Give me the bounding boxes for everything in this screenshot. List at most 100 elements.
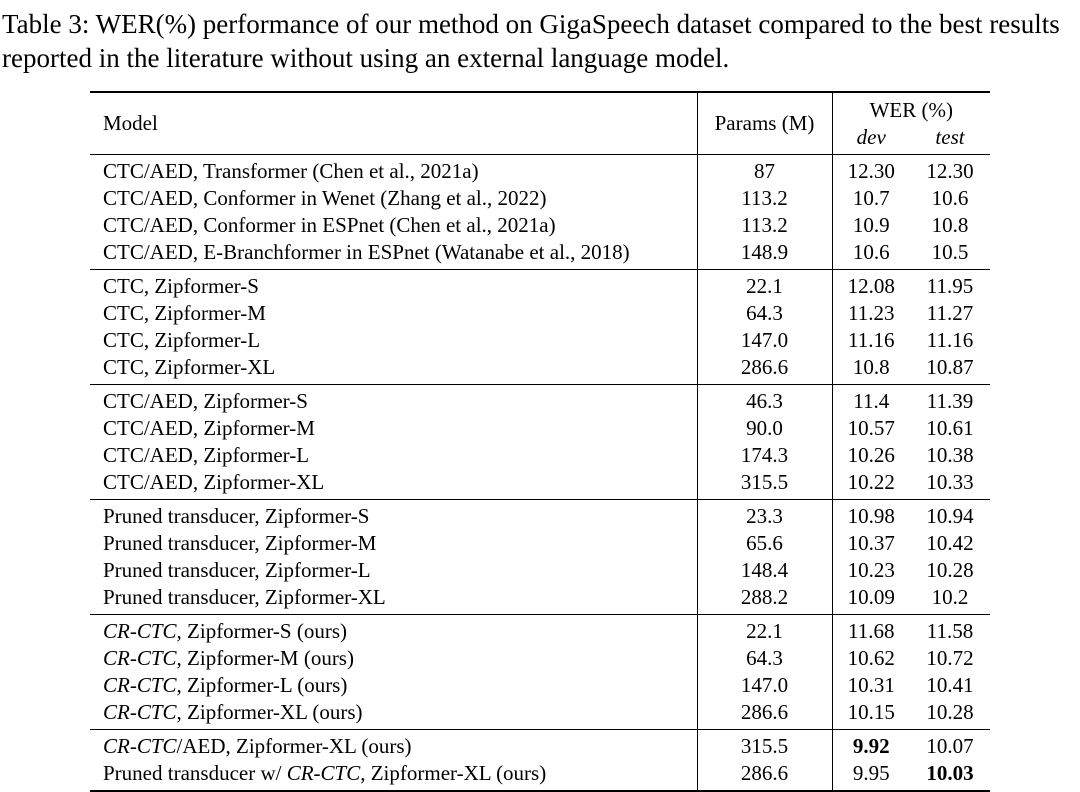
- params-value-cell: 90.0: [696, 414, 832, 442]
- test-value-cell: 10.41: [926, 672, 974, 697]
- table-row: CTC/AED, Transformer (Chen et al., 2021a…: [90, 154, 990, 185]
- test-value-cell: 10.72: [926, 645, 974, 670]
- dev-value-cell: 10.31: [831, 671, 910, 699]
- table-group: CTC/AED, Zipformer-S 46.3 11.4 11.39 CTC/AED…: [90, 384, 991, 499]
- test-value-cell: 10.42: [926, 530, 974, 555]
- params-value-cell: 23.3: [696, 499, 832, 530]
- test-value-cell: 10.87: [926, 354, 974, 379]
- dev-value-cell: 9.92: [831, 729, 910, 760]
- table-row: Pruned transducer w/ CR-CTC, Zipformer-X…: [90, 759, 990, 791]
- params-value-cell: 87: [696, 154, 832, 185]
- dev-value-cell: 10.9: [831, 211, 910, 239]
- dev-value-cell: 10.22: [831, 468, 910, 499]
- table-row: CR-CTC/AED, Zipformer-XL (ours) 315.5 9.92…: [90, 729, 990, 760]
- params-value-cell: 315.5: [696, 468, 832, 499]
- test-value-cell: 10.8: [931, 212, 969, 237]
- table-row: CTC/AED, Zipformer-S 46.3 11.4 11.39: [90, 384, 990, 415]
- model-name-cell: CTC, Zipformer-M: [103, 300, 266, 325]
- params-value-cell: 315.5: [696, 729, 832, 760]
- model-name-cell: Pruned transducer, Zipformer-S: [103, 503, 370, 528]
- test-value-cell: 10.61: [926, 415, 974, 440]
- params-value-cell: 148.9: [696, 238, 832, 269]
- model-name-cell: CTC, Zipformer-XL: [103, 354, 276, 379]
- dev-value-cell: 10.37: [831, 529, 910, 557]
- table-group: CTC/AED, Transformer (Chen et al., 2021a…: [90, 154, 991, 269]
- table-row: CTC/AED, Conformer in ESPnet (Chen et al…: [90, 211, 990, 239]
- model-name-cell: CR-CTC, Zipformer-S (ours): [103, 618, 347, 643]
- test-value-cell: 10.2: [931, 584, 969, 609]
- params-value-cell: 22.1: [696, 614, 832, 645]
- model-name-cell: CTC/AED, Conformer in ESPnet (Chen et al…: [103, 212, 556, 237]
- test-value-cell: 10.33: [926, 469, 974, 494]
- model-name-cell: CR-CTC, Zipformer-M (ours): [103, 645, 354, 670]
- dev-value-cell: 10.15: [831, 698, 910, 729]
- dev-value-cell: 10.62: [831, 644, 910, 672]
- header-test: test: [935, 125, 965, 149]
- params-value-cell: 286.6: [696, 759, 832, 791]
- header-model: Model: [103, 110, 158, 135]
- model-name-cell: CTC/AED, Transformer (Chen et al., 2021a…: [103, 158, 479, 183]
- params-value-cell: 286.6: [696, 698, 832, 729]
- table-row: CR-CTC, Zipformer-XL (ours) 286.6 10.15 10.…: [90, 698, 990, 729]
- dev-value-cell: 10.57: [831, 414, 910, 442]
- model-name-cell: CTC/AED, Zipformer-S: [103, 388, 308, 413]
- test-value-cell: 11.58: [926, 618, 974, 643]
- test-value-cell: 10.5: [931, 239, 969, 264]
- table-header: Model Params (M) WER (%) dev test: [90, 92, 991, 154]
- results-table: Model Params (M) WER (%) dev test CTC/AE…: [90, 91, 991, 792]
- dev-value-cell: 9.95: [831, 759, 910, 791]
- params-value-cell: 46.3: [696, 384, 832, 415]
- params-value-cell: 288.2: [696, 583, 832, 614]
- header-wer: WER (%): [831, 92, 991, 124]
- model-name-cell: Pruned transducer, Zipformer-L: [103, 557, 371, 582]
- table-row: CR-CTC, Zipformer-L (ours) 147.0 10.31 10.4…: [90, 671, 990, 699]
- model-name-cell: CTC/AED, Zipformer-L: [103, 442, 310, 467]
- dev-value-cell: 12.08: [831, 269, 910, 300]
- model-name-cell: CR-CTC/AED, Zipformer-XL (ours): [103, 733, 412, 758]
- test-value-cell: 10.28: [926, 699, 974, 724]
- dev-value-cell: 10.98: [831, 499, 910, 530]
- params-value-cell: 64.3: [696, 299, 832, 327]
- header-params: Params (M): [696, 92, 832, 154]
- params-value-cell: 174.3: [696, 441, 832, 469]
- table-group: CR-CTC, Zipformer-S (ours) 22.1 11.68 11.58…: [90, 614, 991, 729]
- table-row: CR-CTC, Zipformer-S (ours) 22.1 11.68 11.58: [90, 614, 990, 645]
- model-name-cell: CTC/AED, Zipformer-XL: [103, 469, 325, 494]
- table-row: CTC/AED, Zipformer-M 90.0 10.57 10.61: [90, 414, 990, 442]
- table-row: CTC, Zipformer-M 64.3 11.23 11.27: [90, 299, 990, 327]
- header-dev: dev: [831, 124, 910, 154]
- params-value-cell: 65.6: [696, 529, 832, 557]
- table-row: CR-CTC, Zipformer-M (ours) 64.3 10.62 10.72: [90, 644, 990, 672]
- table-row: CTC/AED, Zipformer-L 174.3 10.26 10.38: [90, 441, 990, 469]
- table-row: CTC, Zipformer-S 22.1 12.08 11.95: [90, 269, 990, 300]
- params-value-cell: 113.2: [696, 211, 832, 239]
- params-value-cell: 286.6: [696, 353, 832, 384]
- model-name-cell: Pruned transducer, Zipformer-M: [103, 530, 377, 555]
- table-row: CTC, Zipformer-XL 286.6 10.8 10.87: [90, 353, 990, 384]
- model-name-cell: CTC/AED, Zipformer-M: [103, 415, 315, 440]
- test-value-cell: 10.03: [926, 760, 974, 785]
- table-container: Model Params (M) WER (%) dev test CTC/AE…: [90, 91, 1080, 792]
- params-value-cell: 22.1: [696, 269, 832, 300]
- test-value-cell: 11.16: [926, 327, 974, 352]
- dev-value-cell: 11.23: [831, 299, 910, 327]
- table-group: CR-CTC/AED, Zipformer-XL (ours) 315.5 9.92…: [90, 729, 991, 791]
- table-row: CTC, Zipformer-L 147.0 11.16 11.16: [90, 326, 990, 354]
- dev-value-cell: 10.09: [831, 583, 910, 614]
- table-row: CTC/AED, Conformer in Wenet (Zhang et al…: [90, 184, 990, 212]
- model-name-cell: Pruned transducer w/ CR-CTC, Zipformer-X…: [103, 760, 547, 785]
- model-name-cell: CTC/AED, E-Branchformer in ESPnet (Watan…: [103, 239, 630, 264]
- model-name-cell: CR-CTC, Zipformer-L (ours): [103, 672, 348, 697]
- dev-value-cell: 12.30: [831, 154, 910, 185]
- table-row: CTC/AED, E-Branchformer in ESPnet (Watan…: [90, 238, 990, 269]
- params-value-cell: 147.0: [696, 326, 832, 354]
- dev-value-cell: 11.4: [831, 384, 910, 415]
- table-caption: Table 3: WER(%) performance of our metho…: [2, 9, 1060, 73]
- model-name-cell: Pruned transducer, Zipformer-XL: [103, 584, 386, 609]
- test-value-cell: 12.30: [926, 158, 974, 183]
- dev-value-cell: 11.16: [831, 326, 910, 354]
- dev-value-cell: 10.7: [831, 184, 910, 212]
- table-row: Pruned transducer, Zipformer-S 23.3 10.98 1…: [90, 499, 990, 530]
- test-value-cell: 11.95: [926, 273, 974, 298]
